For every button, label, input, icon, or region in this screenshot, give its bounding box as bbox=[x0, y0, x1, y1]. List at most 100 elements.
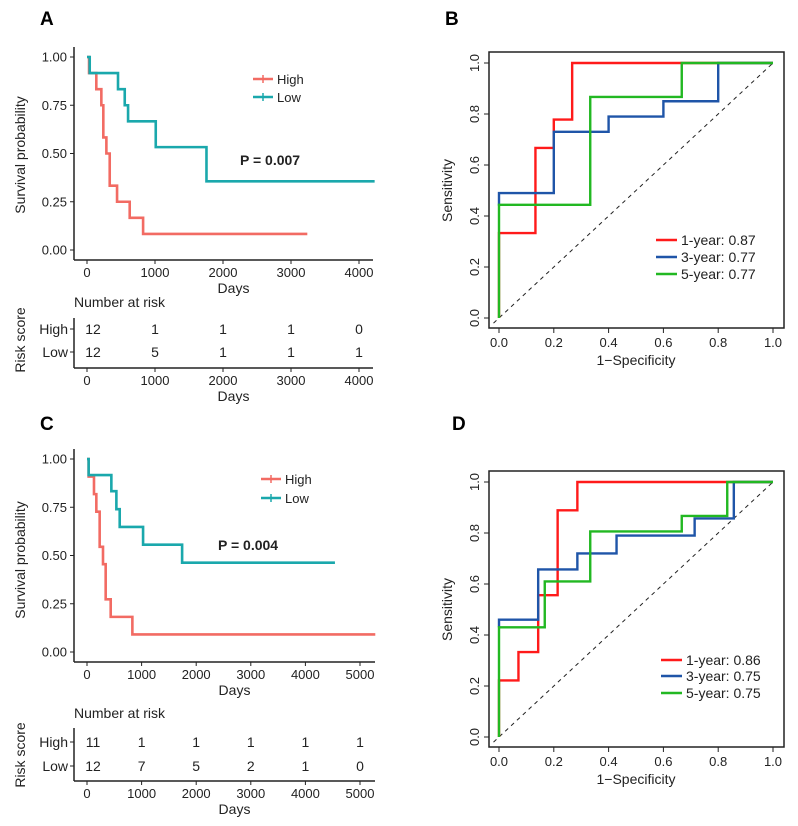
legend-label: 5-year: 0.75 bbox=[686, 685, 761, 701]
risk-count: 1 bbox=[151, 321, 159, 337]
y-tick-label: 0.50 bbox=[42, 548, 67, 563]
risk-count: 12 bbox=[85, 758, 101, 774]
km-curve-high bbox=[87, 457, 376, 636]
risk-count: 12 bbox=[85, 344, 101, 360]
legend-label: High bbox=[285, 472, 312, 487]
legend-label: Low bbox=[277, 90, 301, 105]
y-axis-label: Sensitivity bbox=[439, 578, 455, 641]
risk-count: 1 bbox=[302, 734, 310, 750]
risk-count: 1 bbox=[302, 758, 310, 774]
risk-count: 1 bbox=[219, 321, 227, 337]
y-tick-label: 0.6 bbox=[467, 575, 482, 593]
risk-count: 1 bbox=[287, 321, 295, 337]
roc-curve-5-year bbox=[497, 61, 773, 318]
x-tick-label: 0.0 bbox=[490, 335, 508, 350]
risk-count: 0 bbox=[355, 321, 363, 337]
risk-x-tick-label: 2000 bbox=[182, 786, 211, 801]
x-tick-label: 3000 bbox=[277, 265, 306, 280]
p-value: P = 0.007 bbox=[240, 152, 300, 168]
x-tick-label: 0 bbox=[83, 667, 90, 682]
legend-label: High bbox=[277, 72, 304, 87]
risk-x-axis-label: Days bbox=[219, 801, 251, 817]
y-tick-label: 0.6 bbox=[467, 156, 482, 174]
y-tick-label: 0.25 bbox=[42, 194, 67, 209]
y-tick-label: 0.00 bbox=[42, 645, 67, 660]
x-axis-label: Days bbox=[219, 682, 251, 698]
risk-count: 1 bbox=[247, 734, 255, 750]
risk-row-label: Low bbox=[42, 758, 69, 774]
risk-count: 7 bbox=[138, 758, 146, 774]
x-tick-label: 4000 bbox=[291, 667, 320, 682]
risk-x-tick-label: 0 bbox=[83, 786, 90, 801]
y-tick-label: 0.00 bbox=[42, 243, 67, 258]
y-tick-label: 0.0 bbox=[467, 309, 482, 327]
risk-row-label: Low bbox=[42, 344, 69, 360]
roc-curve-3-year bbox=[497, 61, 773, 206]
risk-x-tick-label: 1000 bbox=[141, 373, 170, 388]
panel-letter: D bbox=[452, 414, 466, 435]
x-tick-label: 5000 bbox=[346, 667, 375, 682]
y-tick-label: 0.8 bbox=[467, 105, 482, 123]
x-tick-label: 2000 bbox=[182, 667, 211, 682]
risk-x-axis-label: Days bbox=[218, 388, 250, 404]
x-tick-label: 1000 bbox=[141, 265, 170, 280]
roc-curve-3-year bbox=[497, 480, 773, 628]
x-tick-label: 3000 bbox=[236, 667, 265, 682]
km-curve-low bbox=[87, 457, 335, 564]
x-tick-label: 0.8 bbox=[709, 335, 727, 350]
risk-x-tick-label: 3000 bbox=[277, 373, 306, 388]
risk-count: 1 bbox=[287, 344, 295, 360]
risk-count: 1 bbox=[192, 734, 200, 750]
risk-x-tick-label: 1000 bbox=[127, 786, 156, 801]
reference-diagonal bbox=[493, 481, 774, 743]
legend-label: 1-year: 0.87 bbox=[681, 232, 756, 248]
plot-frame bbox=[488, 470, 785, 748]
x-tick-label: 0.8 bbox=[709, 754, 727, 769]
km-curve-low bbox=[87, 55, 375, 183]
km-curve-high bbox=[87, 55, 308, 236]
risk-y-axis-label: Risk score bbox=[12, 307, 28, 373]
legend-label: 3-year: 0.75 bbox=[686, 668, 761, 684]
y-tick-label: 1.0 bbox=[467, 54, 482, 72]
x-tick-label: 0.6 bbox=[654, 335, 672, 350]
panel-d bbox=[484, 470, 785, 752]
y-tick-label: 0.2 bbox=[467, 677, 482, 695]
risk-table-title: Number at risk bbox=[74, 705, 166, 721]
y-tick-label: 0.4 bbox=[467, 626, 482, 644]
y-tick-label: 0.4 bbox=[467, 207, 482, 225]
y-tick-label: 1.00 bbox=[42, 50, 67, 65]
risk-count: 12 bbox=[85, 321, 101, 337]
risk-count: 5 bbox=[192, 758, 200, 774]
x-axis-label: 1−Specificity bbox=[597, 352, 676, 368]
panel-letter: B bbox=[445, 9, 459, 30]
risk-count: 11 bbox=[86, 734, 101, 750]
y-tick-label: 0.50 bbox=[42, 146, 67, 161]
risk-x-tick-label: 4000 bbox=[345, 373, 374, 388]
y-axis-label: Survival probability bbox=[12, 96, 28, 214]
legend-label: 5-year: 0.77 bbox=[681, 266, 756, 282]
x-tick-label: 1000 bbox=[127, 667, 156, 682]
y-tick-label: 0.25 bbox=[42, 596, 67, 611]
risk-row-label: High bbox=[39, 734, 68, 750]
legend-label: 3-year: 0.77 bbox=[681, 249, 756, 265]
plot-frame bbox=[488, 51, 785, 329]
x-tick-label: 1.0 bbox=[764, 754, 782, 769]
panel-a bbox=[70, 47, 375, 372]
p-value: P = 0.004 bbox=[218, 537, 278, 553]
x-tick-label: 1.0 bbox=[764, 335, 782, 350]
x-tick-label: 0.4 bbox=[600, 335, 618, 350]
risk-count: 1 bbox=[219, 344, 227, 360]
x-tick-label: 0.4 bbox=[600, 754, 618, 769]
x-tick-label: 4000 bbox=[345, 265, 374, 280]
risk-x-tick-label: 3000 bbox=[236, 786, 265, 801]
y-axis-label: Sensitivity bbox=[439, 159, 455, 222]
panel-c bbox=[70, 449, 376, 785]
y-axis-label: Survival probability bbox=[12, 501, 28, 619]
risk-x-tick-label: 5000 bbox=[346, 786, 375, 801]
x-axis-label: 1−Specificity bbox=[597, 771, 676, 787]
risk-count: 0 bbox=[356, 758, 364, 774]
risk-x-tick-label: 4000 bbox=[291, 786, 320, 801]
risk-y-axis-label: Risk score bbox=[12, 722, 28, 788]
risk-x-tick-label: 0 bbox=[83, 373, 90, 388]
